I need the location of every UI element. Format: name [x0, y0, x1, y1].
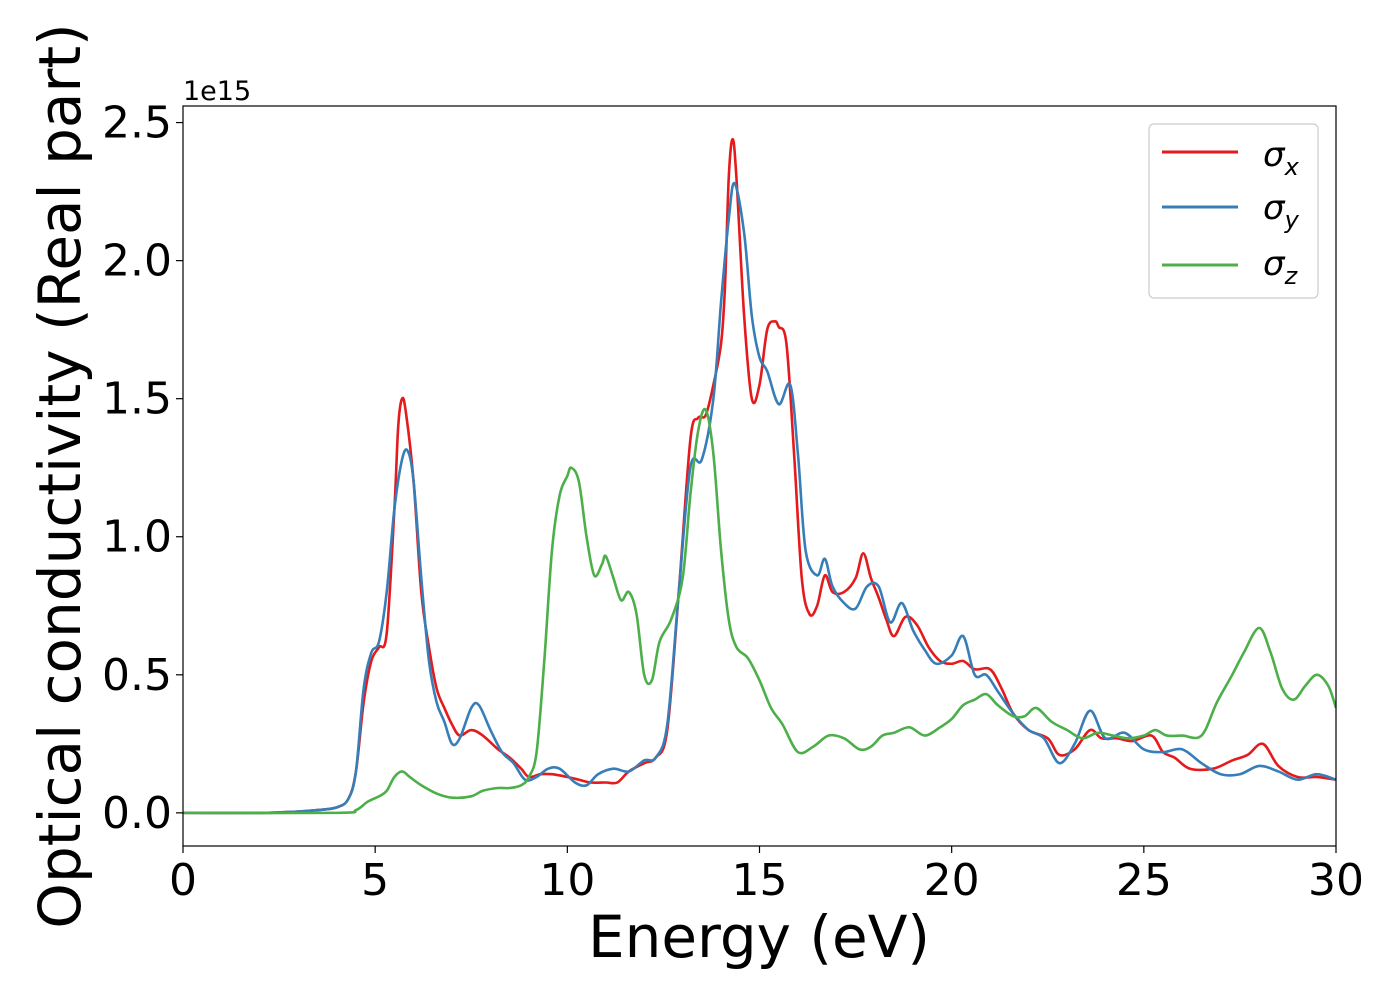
y-axis-ticks: 0.0 0.5 1.0 1.5 2.0 2.5: [102, 98, 183, 839]
series-layer: [183, 137, 1336, 815]
legend-label-sigma-x: σx: [1263, 135, 1300, 181]
y-offset-label: 1e15: [183, 76, 251, 107]
series-line-sigma-z: [183, 407, 1336, 815]
y-tick-label: 0.5: [102, 650, 172, 701]
y-tick-label: 1.0: [102, 512, 172, 563]
y-tick-label: 1.5: [102, 374, 172, 425]
legend-label-sigma-y: σy: [1263, 188, 1300, 234]
x-axis-label: Energy (eV): [588, 903, 930, 971]
x-tick-label: 30: [1308, 855, 1364, 906]
y-axis-label: Optical conductivity (Real part): [26, 23, 94, 928]
y-tick-label: 0.0: [102, 788, 172, 839]
x-tick-label: 25: [1116, 855, 1172, 906]
x-tick-label: 5: [361, 855, 389, 906]
x-tick-label: 0: [169, 855, 197, 906]
legend-box: [1148, 123, 1319, 299]
x-axis-ticks: 0 5 10 15 20 25 30: [169, 846, 1364, 906]
x-tick-label: 20: [924, 855, 980, 906]
y-tick-label: 2.0: [102, 236, 172, 287]
series-line-sigma-y: [183, 182, 1336, 815]
x-tick-label: 10: [539, 855, 595, 906]
x-tick-label: 15: [732, 855, 788, 906]
y-tick-label: 2.5: [102, 98, 172, 149]
legend: σx σy σz: [1148, 123, 1319, 299]
legend-label-sigma-z: σz: [1263, 244, 1299, 290]
